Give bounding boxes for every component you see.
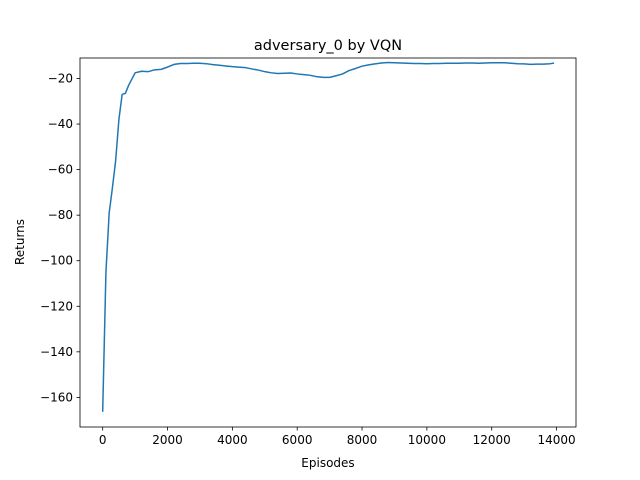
x-tick-label: 4000 bbox=[217, 433, 248, 447]
y-tick-label: −160 bbox=[40, 390, 73, 404]
x-tick-label: 6000 bbox=[282, 433, 313, 447]
x-axis: 0 2000 4000 6000 8000 10000 12000 14000 bbox=[99, 427, 576, 447]
x-tick-label: 2000 bbox=[152, 433, 183, 447]
y-tick-label: −40 bbox=[48, 117, 73, 131]
y-tick-label: −120 bbox=[40, 299, 73, 313]
y-tick-label: −20 bbox=[48, 72, 73, 86]
y-tick-label: −80 bbox=[48, 208, 73, 222]
y-tick-label: −140 bbox=[40, 345, 73, 359]
y-tick-label: −60 bbox=[48, 163, 73, 177]
y-tick-label: −100 bbox=[40, 254, 73, 268]
y-axis-title: Returns bbox=[13, 219, 27, 265]
x-tick-label: 0 bbox=[99, 433, 107, 447]
chart-title: adversary_0 by VQN bbox=[254, 38, 402, 54]
plot-area-frame bbox=[79, 57, 577, 428]
series-line bbox=[101, 61, 555, 412]
x-tick-label: 14000 bbox=[537, 433, 575, 447]
y-axis: −20 −40 −60 −80 −100 −120 −140 −160 bbox=[40, 72, 80, 404]
x-tick-label: 8000 bbox=[347, 433, 378, 447]
x-tick-label: 12000 bbox=[473, 433, 511, 447]
x-tick-label: 10000 bbox=[408, 433, 446, 447]
x-axis-title: Episodes bbox=[301, 456, 354, 470]
